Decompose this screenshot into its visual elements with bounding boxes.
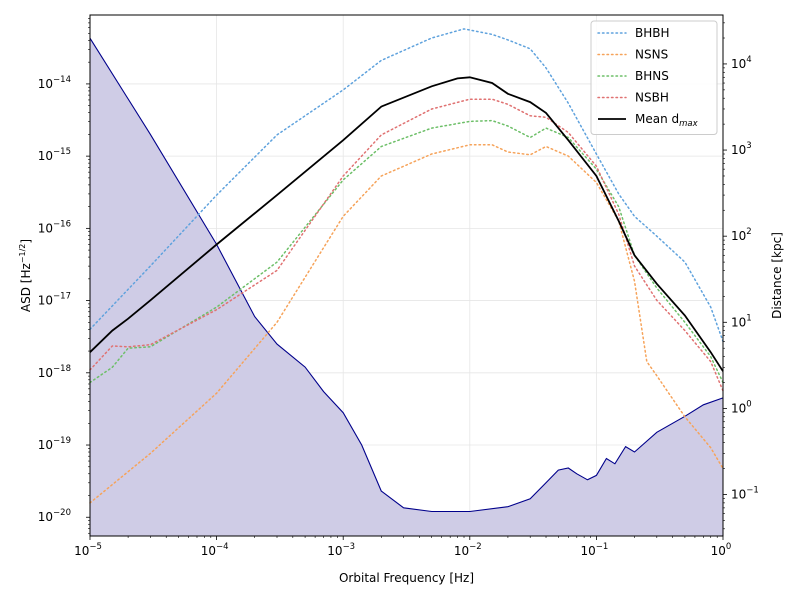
y-left-tick-label-1: 10−19: [38, 436, 71, 452]
legend-label-1-name: NSNS: [635, 48, 668, 62]
legend-label-4: Mean dmax: [635, 112, 699, 129]
y-left-tick-label-6-base: 10: [38, 77, 53, 91]
y-left-tick-label-0-base: 10: [38, 510, 53, 524]
x-tick-label-2-exp: −3: [343, 542, 356, 552]
y-right-tick-label-5: 104: [731, 55, 752, 71]
y-left-tick-label-5: 10−15: [38, 147, 71, 163]
y-right-tick-label-2-base: 10: [731, 315, 746, 329]
series-line-1: [89, 144, 724, 504]
x-tick-label-2: 10−3: [327, 542, 355, 558]
y-left-tick-label-3: 10−17: [38, 292, 71, 308]
x-tick-label-1: 10−4: [201, 542, 229, 558]
y-left-tick-label-0: 10−20: [38, 508, 71, 524]
y-left-tick-label-2: 10−18: [38, 364, 71, 380]
legend-label-2: BHNS: [635, 69, 669, 83]
legend-label-1: NSNS: [635, 48, 668, 62]
x-tick-label-1-base: 10: [201, 544, 216, 558]
y-right-tick-label-3: 102: [731, 227, 752, 243]
y-right-tick-label-2: 101: [731, 313, 752, 329]
legend: BHBH NSNS BHNS NSBH Mean dmax: [590, 20, 718, 135]
y-left-tick-label-3-base: 10: [38, 294, 53, 308]
y-right-tick-label-5-exp: 4: [746, 55, 751, 65]
x-tick-label-4-base: 10: [580, 544, 595, 558]
y-left-tick-label-4: 10−16: [38, 219, 71, 235]
y-left-tick-label-6-exp: −14: [53, 75, 71, 85]
left-y-axis-label-close: ]: [19, 239, 33, 244]
y-right-tick-label-1-base: 10: [731, 401, 746, 415]
y-left-tick-label-4-exp: −16: [53, 219, 71, 229]
y-left-tick-label-5-exp: −15: [53, 147, 71, 157]
y-left-tick-label-5-base: 10: [38, 149, 53, 163]
y-right-tick-label-3-exp: 2: [746, 227, 751, 237]
x-tick-label-4-exp: −1: [596, 542, 609, 552]
y-left-tick-label-0-exp: −20: [53, 508, 71, 518]
asd-fill: [90, 38, 723, 536]
x-tick-label-4: 10−1: [580, 542, 608, 558]
asd-line: [89, 37, 724, 513]
x-tick-label-3-base: 10: [454, 544, 469, 558]
asd-fill-area: [89, 37, 724, 536]
legend-label-3-name: NSBH: [635, 91, 669, 105]
x-tick-label-3-exp: −2: [469, 542, 482, 552]
plot-frame: [89, 14, 724, 537]
legend-label-2-name: BHNS: [635, 69, 669, 83]
axis-labels: Orbital Frequency [Hz] ASD [Hz−1/2] Dist…: [18, 232, 784, 585]
y-left-tick-label-4-base: 10: [38, 221, 53, 235]
x-tick-label-0-base: 10: [74, 544, 89, 558]
y-right-tick-label-1: 100: [731, 399, 752, 415]
y-right-tick-label-1-exp: 0: [746, 399, 751, 409]
y-right-tick-label-3-base: 10: [731, 229, 746, 243]
y-left-tick-label-6: 10−14: [38, 75, 71, 91]
y-right-tick-label-5-base: 10: [731, 57, 746, 71]
legend-label-3: NSBH: [635, 91, 669, 105]
y-left-tick-label-2-exp: −18: [53, 364, 71, 374]
y-left-tick-label-1-base: 10: [38, 438, 53, 452]
y-left-tick-label-3-exp: −17: [53, 292, 71, 302]
legend-label-4-sub: max: [679, 119, 698, 129]
series-line-0: [89, 28, 724, 343]
legend-label-4-name: Mean d: [635, 112, 679, 126]
right-y-axis-label: Distance [kpc]: [770, 232, 784, 319]
axis-ticks: 10−5 10−4 10−3 10−2 10−1 10010−2010−1910−1810…: [38, 18, 759, 558]
y-right-tick-label-0-exp: −1: [746, 486, 759, 496]
left-y-axis-label-main: ASD [Hz: [19, 263, 33, 312]
series-line-3: [89, 98, 724, 392]
y-right-tick-label-4-exp: 3: [746, 141, 751, 151]
legend-box: [590, 20, 718, 135]
y-right-tick-label-2-exp: 1: [746, 313, 751, 323]
y-right-tick-label-4: 103: [731, 141, 752, 157]
left-y-axis-label-sup: −1/2: [18, 244, 27, 264]
series-line-4: [89, 76, 724, 372]
x-tick-label-0-exp: −5: [89, 542, 102, 552]
y-right-tick-label-0: 10−1: [731, 486, 759, 502]
x-tick-label-3: 10−2: [454, 542, 482, 558]
left-y-axis-label: ASD [Hz−1/2]: [18, 239, 33, 312]
series-lines: [89, 28, 724, 504]
x-tick-label-1-exp: −4: [216, 542, 229, 552]
y-right-tick-label-0-base: 10: [731, 488, 746, 502]
x-axis-label: Orbital Frequency [Hz]: [339, 571, 474, 585]
y-left-tick-label-2-base: 10: [38, 366, 53, 380]
x-tick-label-0: 10−5: [74, 542, 102, 558]
legend-label-0: BHBH: [635, 26, 670, 40]
y-right-tick-label-4-base: 10: [731, 143, 746, 157]
x-tick-label-5-exp: 0: [726, 542, 731, 552]
x-tick-label-5-base: 10: [711, 544, 726, 558]
x-tick-label-2-base: 10: [327, 544, 342, 558]
y-left-tick-label-1-exp: −19: [53, 436, 71, 446]
legend-label-0-name: BHBH: [635, 26, 670, 40]
x-tick-label-5: 100: [711, 542, 732, 558]
